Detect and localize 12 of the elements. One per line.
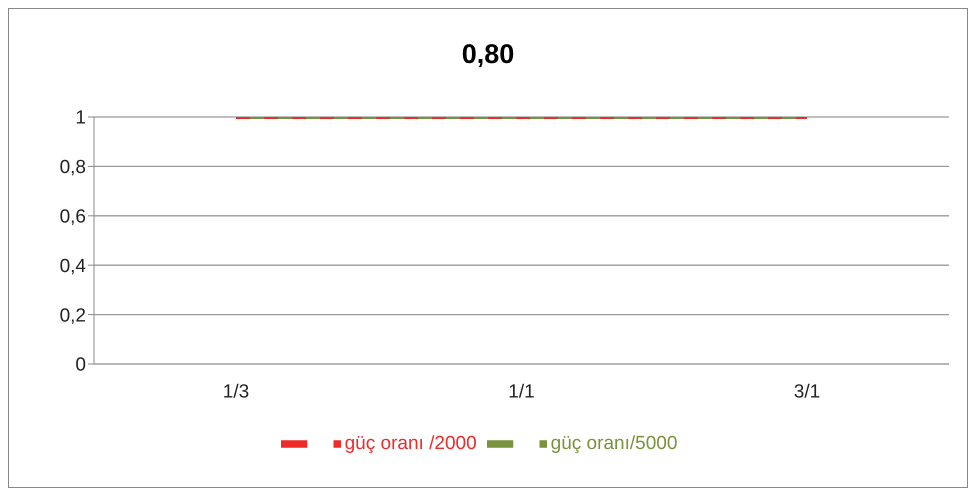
x-tick-label: 1/3 [222,381,250,402]
legend-label: güç oranı /2000 [344,433,477,454]
chart-title: 0,80 [460,39,516,70]
y-tick-label: 0,4 [60,256,86,277]
y-tick-label: 0,2 [60,305,86,326]
y-tick-label: 0,8 [60,157,86,178]
y-tick-label: 0 [75,354,86,376]
x-tick-label: 3/1 [794,381,820,402]
y-tick-label: 1 [75,108,86,129]
x-tick-label: 1/1 [508,381,535,402]
legend-label: güç oranı/5000 [550,433,678,454]
y-tick-label: 0,6 [60,206,86,228]
